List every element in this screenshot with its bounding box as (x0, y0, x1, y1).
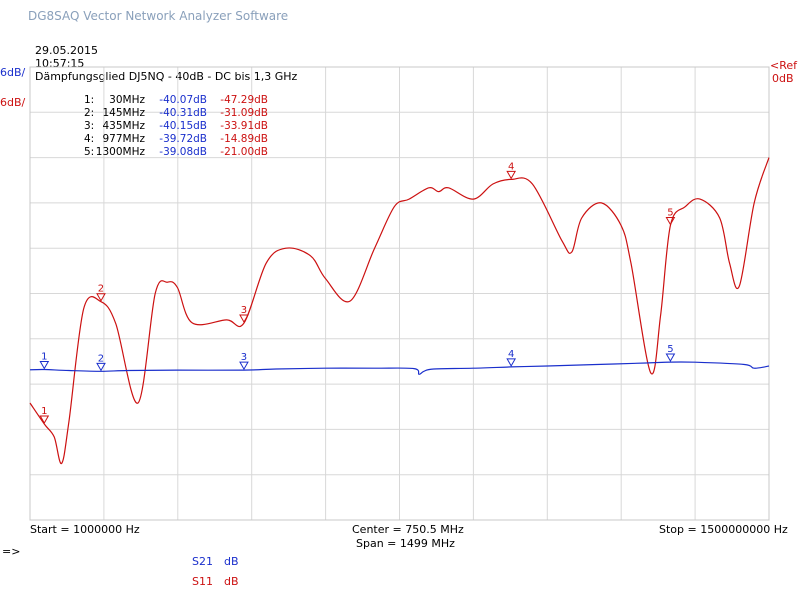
marker-2-freq: 145MHz (102, 107, 145, 119)
marker-5-s21-label: 5 (667, 344, 673, 355)
marker-5-id: 5: (84, 146, 94, 158)
marker-3-s21-triangle (239, 361, 249, 371)
header-date: 29.05.2015 (35, 44, 98, 57)
span-label: Span = 1499 MHz (356, 537, 455, 550)
ref-value: 0dB (772, 72, 794, 85)
s11-scale-label: 6dB/ (0, 96, 26, 109)
stop-label: Stop = 1500000000 Hz (659, 523, 788, 536)
marker-3-freq: 435MHz (102, 120, 145, 132)
marker-2-id: 2: (84, 107, 94, 119)
s11-trace (29, 157, 770, 465)
start-label: Start = 1000000 Hz (30, 523, 140, 536)
grid (30, 67, 769, 520)
legend-s21-unit[interactable]: dB (224, 555, 239, 568)
marker-2-s21-label: 2 (98, 353, 104, 364)
legend-s11-unit[interactable]: dB (224, 575, 239, 588)
marker-2-s21: -40.31dB (159, 107, 207, 119)
marker-5-s11-label: 5 (667, 208, 673, 219)
marker-1-id: 1: (84, 94, 94, 106)
marker-5-freq: 1300MHz (96, 146, 146, 158)
marker-4-s11: -14.89dB (220, 133, 268, 145)
plot-frame (29, 66, 770, 521)
marker-2-s21-triangle (96, 362, 106, 372)
marker-4-s21: -39.72dB (159, 133, 207, 145)
marker-1-s11-label: 1 (41, 406, 47, 417)
marker-3-s21: -40.15dB (159, 120, 207, 132)
app-title: DG8SAQ Vector Network Analyzer Software (28, 9, 289, 23)
s21-trace (29, 361, 770, 375)
marker-4-id: 4: (84, 133, 94, 145)
marker-2-s11: -31.09dB (220, 107, 268, 119)
marker-1-s11-triangle (39, 415, 50, 425)
marker-1-s11: -47.29dB (220, 94, 268, 106)
arrow-indicator[interactable]: => (2, 545, 21, 558)
marker-1-freq: 30MHz (109, 94, 145, 106)
marker-4-s21-triangle (506, 358, 517, 367)
marker-4-s11-triangle (506, 170, 517, 180)
ref-label: <Ref (770, 59, 798, 72)
marker-1-s21-label: 1 (41, 352, 47, 363)
marker-4-s21-label: 4 (508, 349, 514, 360)
marker-glyphs: 1 1 2 2 3 3 4 4 5 5 (39, 161, 676, 425)
center-label: Center = 750.5 MHz (352, 523, 464, 536)
marker-4-freq: 977MHz (102, 133, 145, 145)
marker-1-s21-triangle (39, 361, 50, 370)
marker-5-s11: -21.00dB (220, 146, 268, 158)
marker-3-id: 3: (84, 120, 94, 132)
marker-5-s11-triangle (665, 217, 676, 226)
s21-scale-label: 6dB/ (0, 66, 26, 79)
footer: Start = 1000000 Hz Center = 750.5 MHz Sp… (0, 520, 800, 600)
marker-3-s21-label: 3 (241, 352, 247, 363)
marker-1-s21: -40.07dB (159, 94, 207, 106)
marker-4-s11-label: 4 (508, 161, 514, 172)
marker-2-s11-triangle (96, 293, 106, 302)
legend-s11-name[interactable]: S11 (192, 575, 213, 588)
marker-5-s21-triangle (665, 353, 676, 363)
marker-3-s11-triangle (239, 314, 249, 324)
marker-3-s11-label: 3 (241, 305, 247, 316)
legend-s21-name[interactable]: S21 (192, 555, 213, 568)
marker-3-s11: -33.91dB (220, 120, 268, 132)
marker-5-s21: -39.08dB (159, 146, 207, 158)
header-description: Dämpfungsglied DJ5NQ - 40dB - DC bis 1,3… (35, 70, 298, 83)
marker-2-s11-label: 2 (98, 284, 104, 295)
